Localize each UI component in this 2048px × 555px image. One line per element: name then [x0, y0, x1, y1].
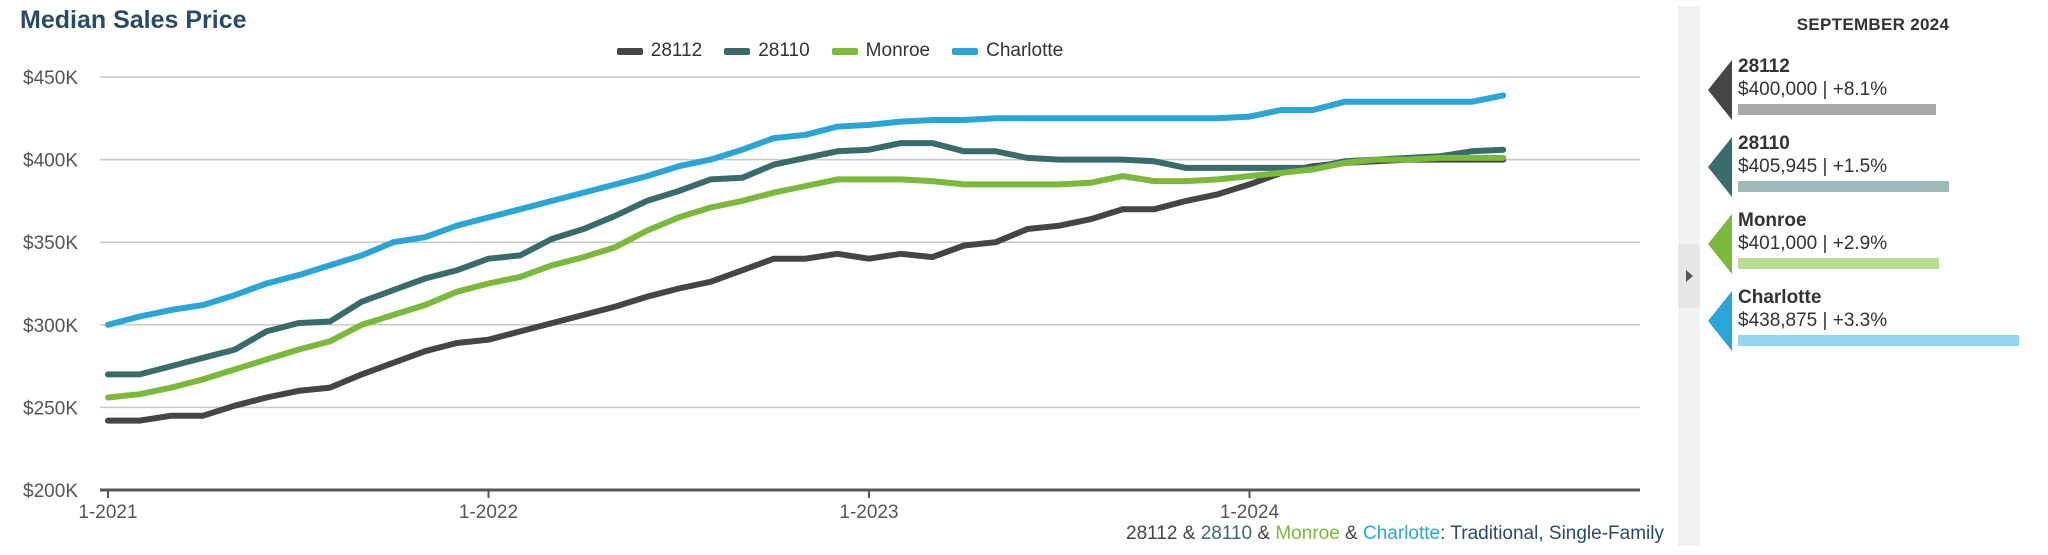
subtitle-part: 28110 [1200, 523, 1253, 544]
line-chart: $200K $250K $300K $350K $400K $450K 1-2021 1-20… [23, 68, 1640, 523]
triangle-pointer-icon [1708, 214, 1732, 274]
legend-item-28112[interactable]: 28112 [616, 40, 703, 62]
panel-month-label: SEPTEMBER 2024 [1796, 15, 1950, 34]
card-value: $438,875 | +3.3% [1738, 310, 1888, 331]
subtitle-part: & [1177, 523, 1201, 544]
legend-swatch [724, 47, 751, 55]
legend-label: 28112 [650, 40, 703, 61]
series-lines [105, 92, 1507, 424]
caret-right-icon [1685, 270, 1693, 282]
y-tick-label: $350K [23, 233, 78, 254]
summary-card-28110[interactable]: 28110 $405,945 | +1.5% [1708, 133, 2038, 203]
series-line-28110[interactable] [105, 140, 1507, 378]
legend-label: 28110 [758, 40, 810, 61]
x-tick-label: 1-2024 [1220, 502, 1280, 523]
summary-card-28112[interactable]: 28112 $400,000 | +8.1% [1708, 56, 2038, 126]
card-name: 28110 [1738, 133, 1790, 154]
card-name: 28112 [1738, 56, 1790, 77]
subtitle-part: 28112 [1126, 523, 1178, 544]
card-name: Monroe [1738, 210, 1807, 231]
y-tick-label: $400K [23, 151, 78, 172]
triangle-pointer-icon [1708, 291, 1732, 351]
card-value: $400,000 | +8.1% [1738, 79, 1888, 100]
triangle-pointer-icon [1708, 137, 1732, 197]
subtitle-part: & [1339, 523, 1364, 544]
subtitle-part: Charlotte [1363, 523, 1441, 544]
subtitle-part: Monroe [1275, 523, 1340, 544]
legend-swatch [952, 47, 979, 55]
chart-title: Median Sales Price [20, 6, 247, 34]
series-line-monroe[interactable] [105, 154, 1507, 401]
legend-label: Monroe [865, 40, 931, 61]
card-value: $401,000 | +2.9% [1738, 233, 1888, 254]
legend-swatch [831, 47, 858, 55]
legend-item-charlotte[interactable]: Charlotte [952, 40, 1063, 62]
card-value: $405,945 | +1.5% [1738, 156, 1888, 177]
card-value-bar [1738, 335, 2019, 346]
y-tick-label: $300K [23, 316, 78, 337]
card-value-bar [1738, 258, 1939, 269]
summary-panel: SEPTEMBER 2024 28112 $400,000 | +8.1% 2811… [1708, 6, 2038, 351]
axes: $200K $250K $300K $350K $400K $450K 1-2021 1-20… [23, 68, 1640, 523]
chart-legend: 28112 28110 Monroe Charlotte [0, 40, 1680, 62]
legend-swatch [616, 47, 643, 55]
x-tick-label: 1-2023 [839, 502, 898, 523]
triangle-pointer-icon [1708, 60, 1732, 120]
collapse-panel-button[interactable] [1678, 244, 1700, 308]
summary-card-charlotte[interactable]: Charlotte $438,875 | +3.3% [1708, 287, 2038, 357]
y-tick-label: $450K [23, 68, 78, 89]
card-value-bar [1738, 104, 1936, 115]
card-value-bar [1738, 181, 1949, 192]
chart-subtitle: 28112 & 28110 & Monroe & Charlotte: Trad… [1126, 523, 1664, 545]
y-tick-label: $250K [23, 398, 78, 419]
legend-label: Charlotte [986, 40, 1064, 61]
y-tick-label: $200K [23, 481, 78, 502]
card-name: Charlotte [1738, 287, 1822, 308]
subtitle-part: : Traditional, Single-Family [1440, 523, 1664, 544]
series-line-charlotte[interactable] [105, 92, 1507, 328]
subtitle-part: & [1252, 523, 1276, 544]
series-line-28112[interactable] [105, 156, 1507, 424]
summary-card-monroe[interactable]: Monroe $401,000 | +2.9% [1708, 210, 2038, 280]
x-tick-label: 1-2022 [459, 502, 518, 523]
legend-item-monroe[interactable]: Monroe [831, 40, 931, 62]
legend-item-28110[interactable]: 28110 [724, 40, 810, 62]
x-tick-label: 1-2021 [78, 502, 137, 523]
